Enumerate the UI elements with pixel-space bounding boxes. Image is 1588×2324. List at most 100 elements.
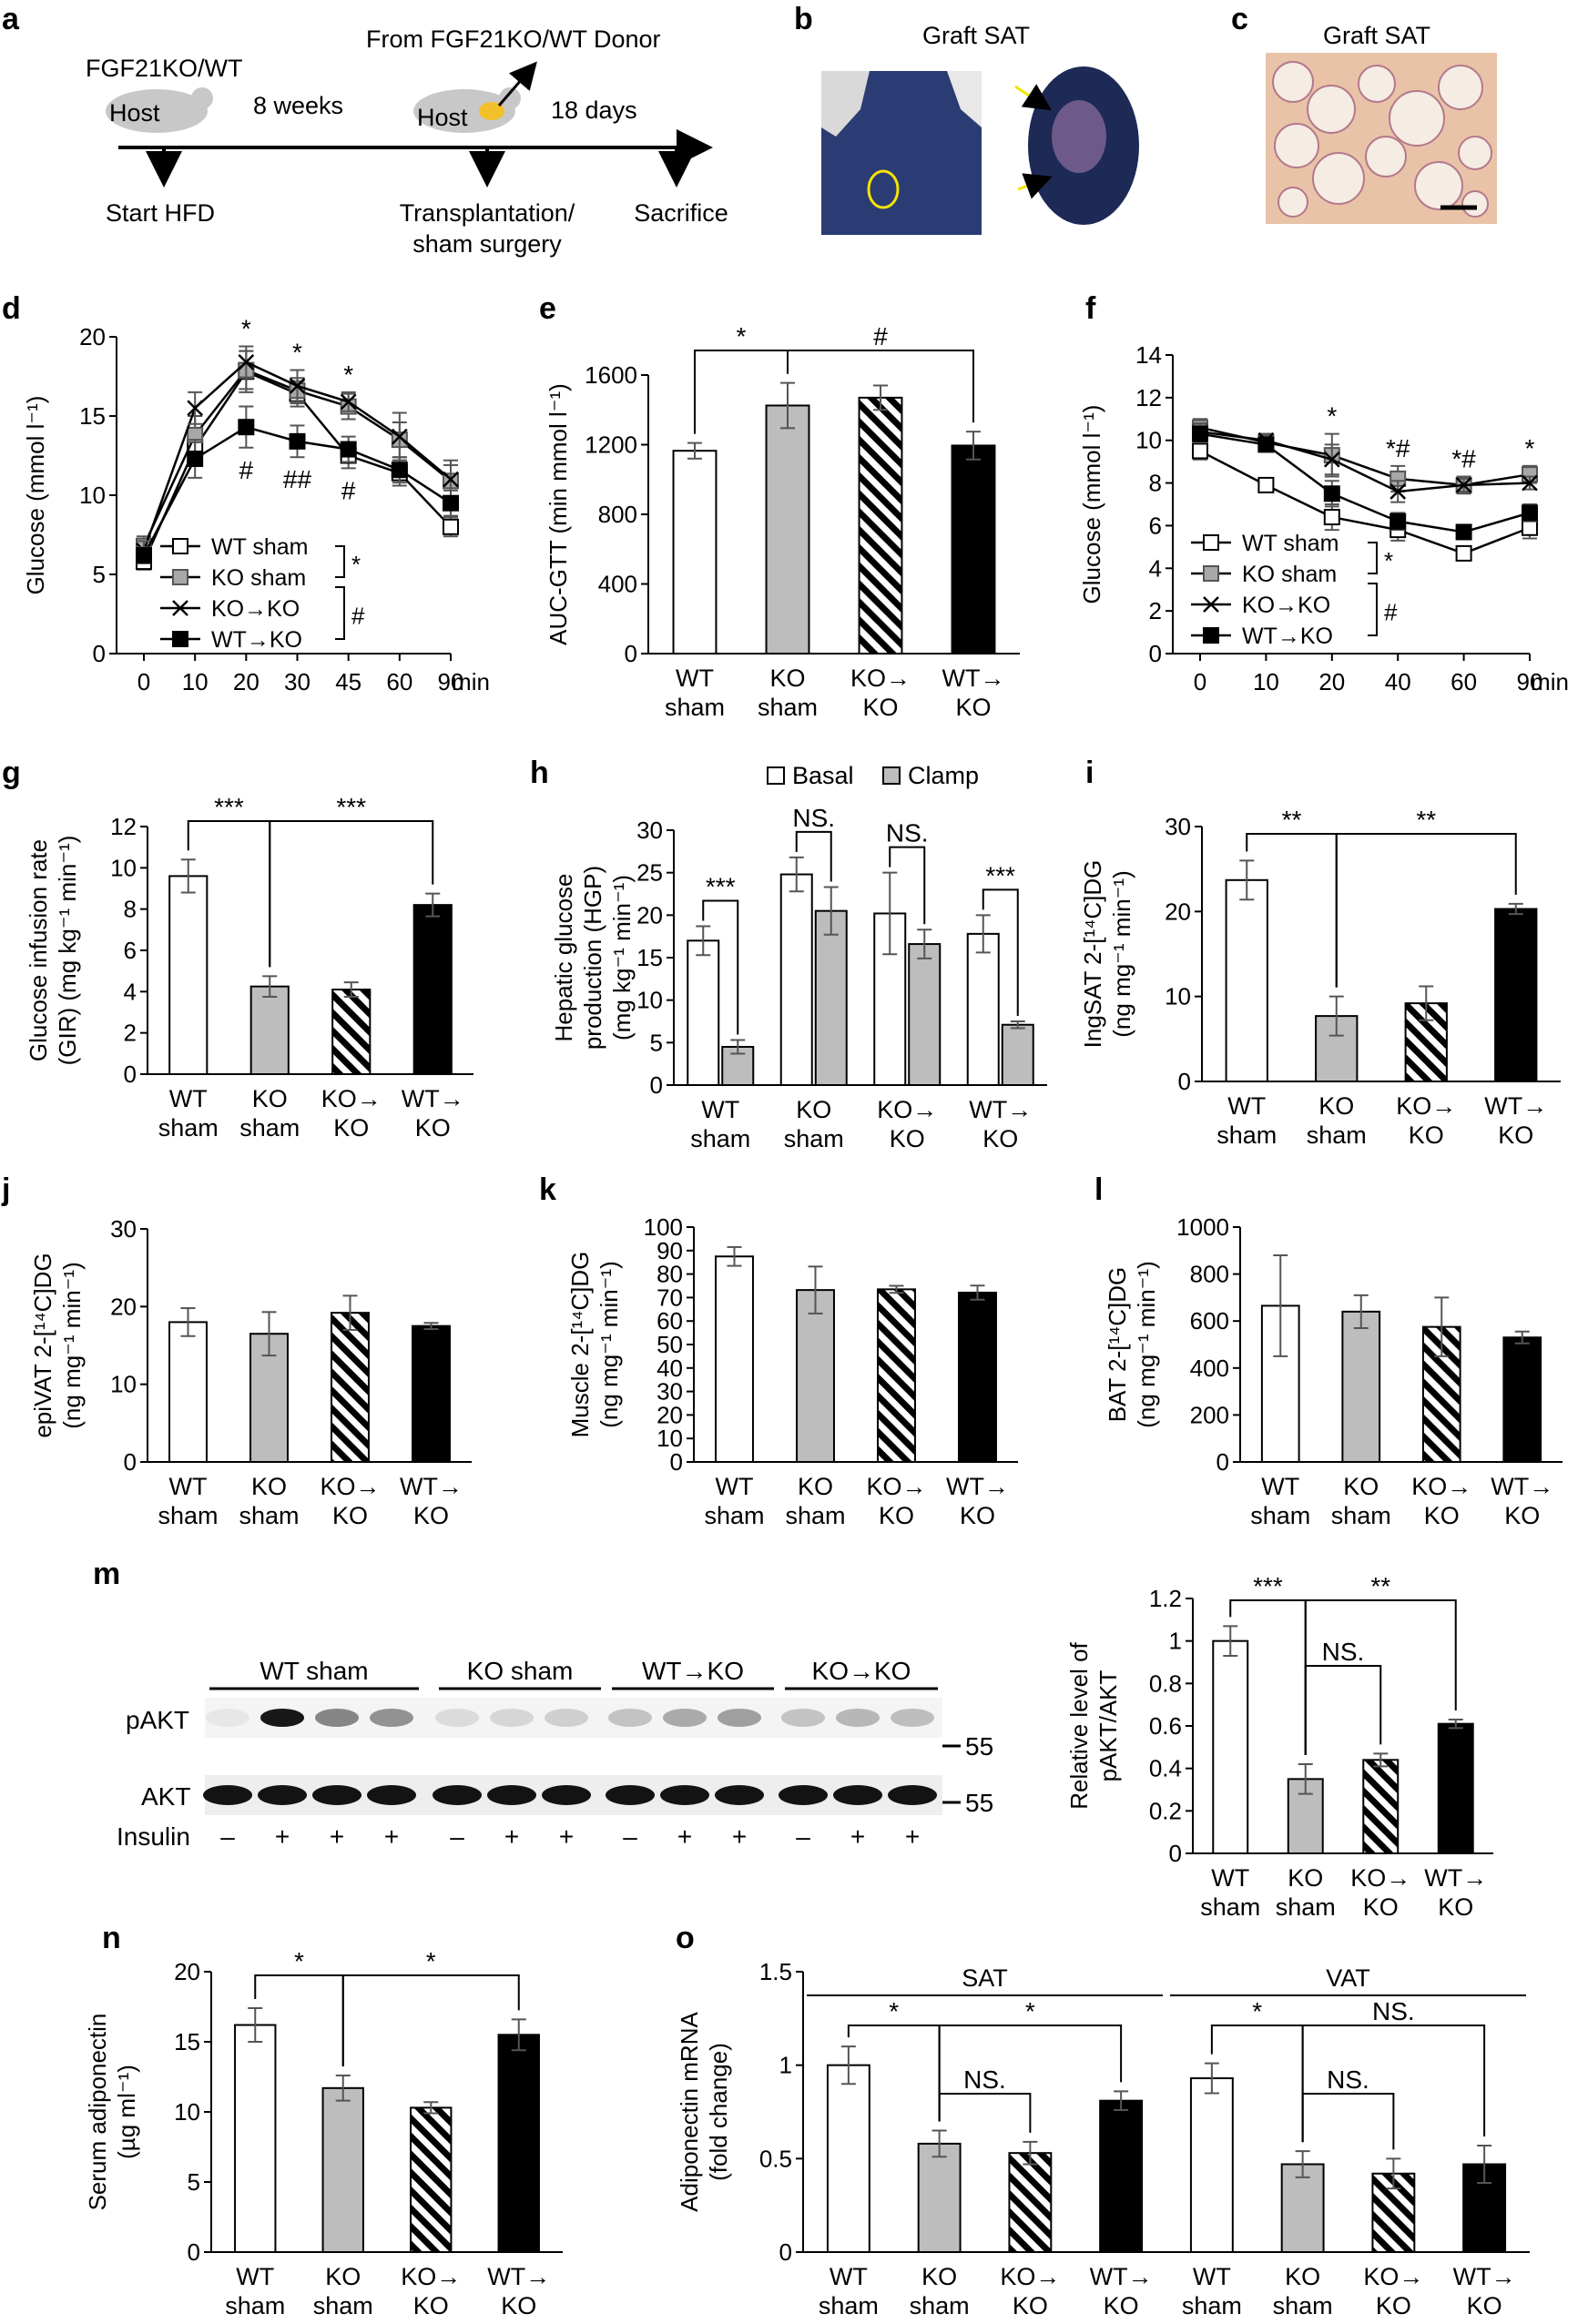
panel-d-marker-cross — [238, 353, 255, 370]
panel-f-series-line — [1199, 432, 1531, 533]
graft-icon — [479, 102, 504, 120]
blot-row-label-pakt: pAKT — [126, 1706, 189, 1734]
panel-c-title: Graft SAT — [1323, 22, 1430, 49]
panel-o-sig-label: * — [1252, 1997, 1262, 2025]
panel-k-bar — [877, 1288, 916, 1463]
dissection-skin-flap-right — [947, 71, 982, 127]
panel-f-marker-cross — [1390, 483, 1407, 500]
panel-f-annotation: *# — [1386, 434, 1410, 462]
panel-j-group-label: KO — [332, 1502, 368, 1529]
panel-n-ylabel: Serum adiponectin — [84, 2014, 111, 2211]
panel-h-group-label: KO — [796, 1096, 831, 1123]
panel-letter-a: a — [2, 2, 20, 36]
panel-f-marker-cross — [1522, 474, 1538, 492]
panel-i-ytick-label: 10 — [1165, 983, 1191, 1010]
panel-f-marker-filled-square — [1203, 627, 1219, 644]
panel-h-sig-bracket — [889, 846, 926, 925]
blot-group-label: WT→KO — [642, 1657, 744, 1685]
panel-d-marker-cross — [289, 378, 306, 394]
panel-i-sig-label: ** — [1282, 806, 1302, 834]
panel-g-group-label: WT — [169, 1085, 208, 1112]
akt-band — [888, 1785, 937, 1805]
panel-o-tissue-label: VAT — [1326, 1964, 1370, 1992]
panel-f-marker-filled-square — [1522, 504, 1538, 522]
panel-o-sig-bracket — [1301, 2025, 1486, 2143]
panel-o-ytick-label: 0 — [779, 2238, 792, 2266]
panel-e-group-label: KO — [769, 665, 805, 692]
panel-d-xlabel: min — [452, 668, 490, 695]
donor-arrow-icon — [497, 61, 537, 107]
host-mouse-1-head-icon — [191, 87, 213, 109]
panel-k-bar — [958, 1291, 997, 1464]
panel-g-ytick-label: 6 — [124, 937, 137, 964]
period-2-label: 18 days — [551, 96, 637, 124]
pakt-band — [260, 1709, 304, 1727]
panel-k-ytick-label: 50 — [657, 1331, 683, 1358]
panel-g-sig-bracket — [269, 820, 434, 968]
host-mouse-2-icon — [413, 89, 515, 133]
panel-j-group-label: KO — [413, 1502, 449, 1529]
panel-k-group-label: sham — [704, 1502, 764, 1529]
panel-k-group-label: sham — [785, 1502, 845, 1529]
pakt-blot-strip — [205, 1698, 942, 1738]
panel-f-ytick-label: 0 — [1149, 640, 1162, 667]
panel-d-marker-filled-square — [340, 441, 357, 458]
panel-k-ytick-label: 90 — [657, 1237, 683, 1264]
panel-o-group-label: KO — [1013, 2292, 1048, 2319]
panel-j-ytick-label: 30 — [110, 1215, 137, 1243]
insulin-sign: – — [450, 1822, 464, 1851]
panel-h-sig-label: NS. — [886, 819, 929, 847]
host-mouse-2-head-icon — [499, 87, 521, 109]
panel-i-sig-bracket — [1335, 833, 1517, 988]
panel-n-ytick-label: 0 — [188, 2238, 200, 2266]
panel-h-ylabel: production (HGP) — [579, 866, 606, 1050]
insulin-sign: + — [905, 1822, 920, 1851]
panel-f-legend-bracket-label: # — [1384, 599, 1398, 626]
panel-f-ytick-label: 12 — [1135, 384, 1162, 411]
panel-g-group-label: WT→ — [402, 1085, 464, 1112]
panel-e-bar — [951, 444, 996, 655]
panel-f-xlabel: min — [1531, 668, 1569, 695]
pakt-band — [663, 1709, 707, 1727]
panel-f-marker-open-square — [1323, 509, 1340, 526]
panel-e-ytick-label: 400 — [598, 571, 637, 598]
panel-d-marker-filled-square — [172, 631, 188, 647]
panel-f-legend-bracket-label: * — [1384, 547, 1393, 574]
panel-f-xtick-label: 60 — [1451, 668, 1477, 695]
panel-o-group-label: WT — [830, 2263, 868, 2290]
panel-h-ytick-label: 15 — [636, 944, 663, 971]
panel-d-legend-bracket-label: # — [351, 603, 365, 630]
panel-n-group-label: WT→ — [487, 2263, 550, 2290]
panel-n-group-label: WT — [236, 2263, 274, 2290]
panel-m-ytick-label: 0.4 — [1149, 1755, 1182, 1782]
panel-h-bar-basal — [779, 873, 813, 1086]
panel-e-group-label: WT→ — [942, 665, 1005, 692]
panel-f-annotation: * — [1327, 402, 1337, 431]
panel-d-marker-filled-square — [443, 494, 459, 512]
panel-f-ytick-label: 6 — [1149, 512, 1162, 539]
panel-e-group-label: WT — [676, 665, 714, 692]
panel-o-group-label: KO — [1285, 2263, 1320, 2290]
panel-d-marker-filled-square — [187, 450, 204, 467]
panel-letter-e: e — [539, 291, 556, 326]
panel-g-group-label: KO — [333, 1114, 369, 1142]
panel-h-ylabel: Hepatic glucose — [550, 874, 577, 1042]
panel-k-ylabel: Muscle 2-[¹⁴C]DG — [566, 1252, 594, 1438]
panel-k-group-label: WT→ — [946, 1473, 1009, 1500]
panel-m-ytick-label: 1.2 — [1149, 1585, 1182, 1612]
panel-f-legend-label: WT sham — [1242, 531, 1339, 556]
panel-o-sig-label: * — [889, 1997, 899, 2025]
panel-o-bar — [826, 2064, 870, 2254]
panel-k-group-label: KO — [798, 1473, 833, 1500]
pakt-band — [435, 1709, 479, 1727]
panel-h-bar-basal — [687, 939, 720, 1087]
panel-k-ytick-label: 40 — [657, 1355, 683, 1382]
panel-e-bar — [672, 450, 718, 655]
panel-letter-n: n — [102, 1921, 121, 1955]
panel-h-bar-basal — [966, 932, 1000, 1087]
panel-o-group-label: sham — [910, 2292, 970, 2319]
insulin-sign: – — [796, 1822, 810, 1851]
panel-e-bar — [858, 396, 903, 655]
